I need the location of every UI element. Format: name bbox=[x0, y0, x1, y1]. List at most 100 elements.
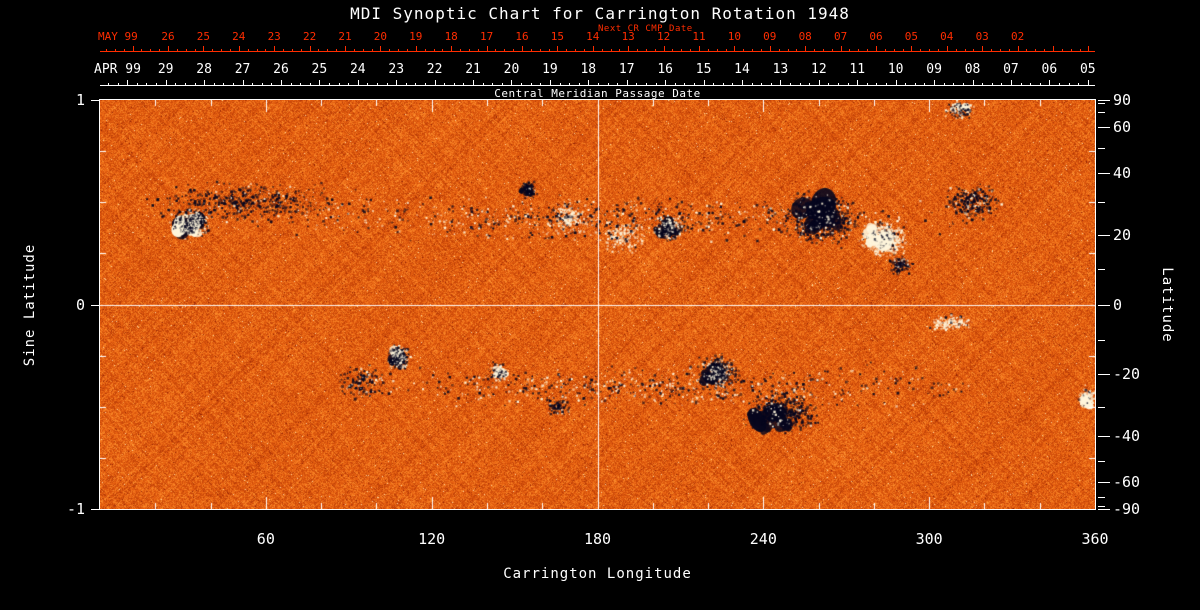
apr-day-tick bbox=[444, 83, 445, 85]
may-day-tick bbox=[1009, 49, 1010, 51]
may-day-tick bbox=[203, 46, 204, 51]
apr-day-label: 07 bbox=[1003, 62, 1019, 77]
may-day-tick bbox=[1088, 46, 1089, 51]
latitude-tick-label: -60 bbox=[1113, 473, 1140, 491]
apr-day-tick bbox=[175, 83, 176, 85]
may-day-label: 08 bbox=[799, 30, 812, 43]
may-day-tick bbox=[1035, 49, 1036, 51]
may-day-tick bbox=[557, 46, 558, 51]
longitude-tick-label: 180 bbox=[584, 530, 611, 548]
may-day-label: 10 bbox=[728, 30, 741, 43]
apr-day-tick bbox=[319, 80, 320, 85]
may-day-tick bbox=[876, 46, 877, 51]
may-axis-line bbox=[100, 51, 1095, 52]
apr-day-label: 15 bbox=[696, 62, 712, 77]
may-day-tick bbox=[664, 46, 665, 51]
longitude-tick-label: 360 bbox=[1081, 530, 1108, 548]
may-day-tick bbox=[965, 49, 966, 51]
apr-day-tick bbox=[243, 80, 244, 85]
may-day-tick bbox=[212, 49, 213, 51]
apr-day-tick bbox=[838, 83, 839, 85]
apr-day-tick bbox=[761, 83, 762, 85]
apr-day-tick bbox=[1069, 83, 1070, 85]
latitude-tick-label: 90 bbox=[1113, 91, 1131, 109]
latitude-tick bbox=[1098, 482, 1110, 483]
apr-axis-line bbox=[100, 85, 1095, 86]
longitude-tick-label: 300 bbox=[916, 530, 943, 548]
apr-day-tick bbox=[214, 83, 215, 85]
may-day-tick bbox=[540, 49, 541, 51]
may-day-tick bbox=[637, 49, 638, 51]
may-day-tick bbox=[425, 49, 426, 51]
apr-day-label: 17 bbox=[619, 62, 635, 77]
may-day-tick bbox=[628, 46, 629, 51]
may-day-tick bbox=[823, 49, 824, 51]
may-day-tick bbox=[301, 49, 302, 51]
apr-day-label: 05 bbox=[1080, 62, 1096, 77]
apr-day-tick bbox=[982, 83, 983, 85]
apr-day-tick bbox=[924, 83, 925, 85]
may-axis-label: MAY 99 bbox=[98, 30, 138, 43]
apr-day-tick bbox=[358, 80, 359, 85]
latitude-tick bbox=[1098, 374, 1110, 375]
latitude-tick bbox=[1098, 148, 1105, 149]
may-day-tick bbox=[159, 49, 160, 51]
apr-day-tick bbox=[1021, 83, 1022, 85]
may-day-tick bbox=[743, 49, 744, 51]
apr-day-tick bbox=[473, 80, 474, 85]
apr-day-tick bbox=[1078, 83, 1079, 85]
may-day-tick bbox=[221, 49, 222, 51]
may-day-tick bbox=[292, 49, 293, 51]
may-day-tick bbox=[1044, 49, 1045, 51]
may-day-tick bbox=[504, 49, 505, 51]
apr-day-label: 20 bbox=[504, 62, 520, 77]
may-day-tick bbox=[903, 49, 904, 51]
may-day-tick bbox=[982, 46, 983, 51]
latitude-tick-label: -40 bbox=[1113, 427, 1140, 445]
longitude-tick-label: 60 bbox=[257, 530, 275, 548]
apr-day-tick bbox=[992, 83, 993, 85]
may-day-tick bbox=[734, 46, 735, 51]
may-day-tick bbox=[814, 49, 815, 51]
apr-day-tick bbox=[1088, 80, 1089, 85]
next-cr-cmp-date-label: Next CR CMP Date bbox=[598, 24, 693, 34]
may-day-tick bbox=[779, 49, 780, 51]
apr-day-label: 06 bbox=[1042, 62, 1058, 77]
apr-day-tick bbox=[780, 80, 781, 85]
apr-day-tick bbox=[646, 83, 647, 85]
carrington-longitude-axis-title: Carrington Longitude bbox=[100, 566, 1095, 582]
may-day-tick bbox=[1026, 49, 1027, 51]
apr-day-tick bbox=[310, 83, 311, 85]
may-day-tick bbox=[770, 46, 771, 51]
may-day-tick bbox=[699, 46, 700, 51]
longitude-tick-label: 240 bbox=[750, 530, 777, 548]
apr-day-tick bbox=[387, 83, 388, 85]
may-day-tick bbox=[619, 49, 620, 51]
apr-day-tick bbox=[463, 83, 464, 85]
magnetogram-canvas bbox=[99, 99, 1096, 510]
may-day-tick bbox=[380, 46, 381, 51]
apr-day-tick bbox=[713, 83, 714, 85]
sine-latitude-tick bbox=[91, 305, 99, 306]
apr-day-label: 14 bbox=[734, 62, 750, 77]
may-day-tick bbox=[389, 49, 390, 51]
apr-day-tick bbox=[233, 83, 234, 85]
apr-day-tick bbox=[415, 83, 416, 85]
apr-day-tick bbox=[531, 83, 532, 85]
apr-day-tick bbox=[425, 83, 426, 85]
apr-day-tick bbox=[291, 83, 292, 85]
apr-day-tick bbox=[828, 83, 829, 85]
may-day-tick bbox=[186, 49, 187, 51]
may-day-tick bbox=[363, 49, 364, 51]
latitude-tick bbox=[1098, 506, 1105, 507]
apr-day-tick bbox=[252, 83, 253, 85]
may-day-label: 03 bbox=[976, 30, 989, 43]
apr-day-tick bbox=[886, 83, 887, 85]
may-day-tick bbox=[327, 49, 328, 51]
apr-day-label: 29 bbox=[158, 62, 174, 77]
may-day-tick bbox=[531, 49, 532, 51]
may-day-tick bbox=[398, 49, 399, 51]
apr-day-tick bbox=[127, 80, 128, 85]
sine-latitude-tick bbox=[91, 100, 99, 101]
apr-day-tick bbox=[1059, 83, 1060, 85]
